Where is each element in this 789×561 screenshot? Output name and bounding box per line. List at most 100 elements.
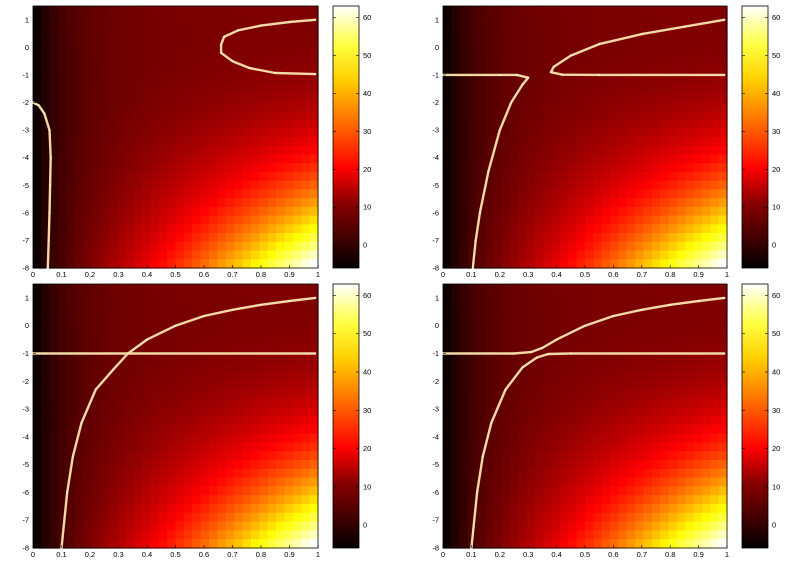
heatmap-cell bbox=[518, 224, 528, 234]
heatmap-cell bbox=[83, 416, 93, 426]
heatmap-cell bbox=[601, 224, 611, 234]
heatmap-cell bbox=[33, 530, 42, 540]
heatmap-cell bbox=[133, 215, 143, 225]
heatmap-cell bbox=[175, 154, 185, 164]
heatmap-cell bbox=[74, 389, 84, 399]
heatmap-cell bbox=[534, 486, 544, 496]
heatmap-cell bbox=[509, 416, 519, 426]
heatmap-cell bbox=[685, 189, 695, 199]
heatmap-cell bbox=[116, 23, 126, 33]
heatmap-cell bbox=[484, 442, 494, 452]
heatmap-cell bbox=[225, 319, 235, 329]
heatmap-cell bbox=[309, 389, 319, 399]
heatmap-cell bbox=[443, 259, 452, 269]
heatmap-cell bbox=[175, 259, 185, 269]
heatmap-cell bbox=[217, 310, 227, 320]
heatmap-cell bbox=[534, 75, 544, 86]
heatmap-cell bbox=[158, 233, 168, 243]
heatmap-cell bbox=[509, 460, 519, 470]
heatmap-cell bbox=[209, 363, 219, 373]
heatmap-cell bbox=[301, 67, 311, 77]
heatmap-cell bbox=[493, 233, 503, 243]
heatmap-cell bbox=[576, 163, 586, 173]
heatmap-cell bbox=[83, 32, 93, 42]
y-tick-label: -5 bbox=[432, 181, 439, 190]
heatmap-cell bbox=[668, 380, 678, 391]
heatmap-cell bbox=[459, 206, 469, 217]
heatmap-cell bbox=[183, 23, 193, 33]
heatmap-cell bbox=[660, 319, 670, 329]
heatmap-cell bbox=[601, 259, 611, 269]
heatmap-cell bbox=[100, 250, 110, 260]
heatmap-cell bbox=[33, 468, 42, 479]
heatmap-cell bbox=[309, 233, 319, 243]
heatmap-cell bbox=[183, 292, 193, 303]
heatmap-cell bbox=[518, 380, 528, 391]
heatmap-cell bbox=[301, 119, 311, 129]
heatmap-cell bbox=[267, 6, 277, 16]
heatmap-cell bbox=[33, 189, 42, 199]
heatmap-cell bbox=[676, 171, 686, 182]
heatmap-cell bbox=[33, 451, 42, 461]
heatmap-cell bbox=[158, 380, 168, 391]
heatmap-cell bbox=[167, 259, 177, 269]
heatmap-cell bbox=[585, 398, 594, 408]
heatmap-cell bbox=[292, 328, 302, 338]
heatmap-cell bbox=[718, 372, 728, 382]
heatmap-cell bbox=[267, 336, 277, 347]
heatmap-cell bbox=[33, 372, 42, 382]
heatmap-cell bbox=[141, 495, 151, 505]
heatmap-cell bbox=[58, 32, 68, 42]
heatmap-cell bbox=[242, 128, 252, 138]
heatmap-cell bbox=[141, 451, 151, 461]
heatmap-cell bbox=[209, 398, 219, 408]
heatmap-cell bbox=[651, 84, 661, 94]
heatmap-cell bbox=[651, 93, 661, 103]
heatmap-cell bbox=[459, 67, 469, 77]
heatmap-cell bbox=[250, 6, 260, 16]
heatmap-cell bbox=[610, 319, 620, 329]
heatmap-cell bbox=[200, 451, 210, 461]
heatmap-cell bbox=[476, 128, 486, 138]
heatmap-cell bbox=[610, 180, 620, 190]
heatmap-cell bbox=[718, 416, 728, 426]
heatmap-cell bbox=[209, 180, 219, 190]
heatmap-cell bbox=[543, 372, 553, 382]
heatmap-cell bbox=[116, 102, 126, 112]
heatmap-cell bbox=[668, 259, 678, 269]
heatmap-cell bbox=[217, 495, 227, 505]
heatmap-cell bbox=[468, 328, 478, 338]
heatmap-cell bbox=[693, 407, 703, 417]
heatmap-cell bbox=[451, 398, 461, 408]
heatmap-cell bbox=[493, 460, 503, 470]
heatmap-cell bbox=[217, 477, 227, 487]
heatmap-cell bbox=[643, 154, 653, 164]
heatmap-cell bbox=[593, 336, 603, 347]
heatmap-cell bbox=[209, 319, 219, 329]
heatmap-cell bbox=[476, 110, 486, 121]
heatmap-cell bbox=[116, 407, 126, 417]
heatmap-cell bbox=[559, 380, 569, 391]
heatmap-cell bbox=[242, 163, 252, 173]
heatmap-cell bbox=[276, 495, 286, 505]
heatmap-cell bbox=[526, 521, 536, 531]
heatmap-cell bbox=[568, 180, 578, 190]
heatmap-cell bbox=[200, 250, 210, 260]
heatmap-cell bbox=[476, 23, 486, 33]
heatmap-cell bbox=[58, 49, 68, 59]
heatmap-cell bbox=[116, 259, 126, 269]
heatmap-cell bbox=[635, 145, 645, 156]
heatmap-cell bbox=[225, 233, 235, 243]
heatmap-cell bbox=[651, 416, 661, 426]
heatmap bbox=[33, 6, 319, 269]
heatmap-cell bbox=[593, 224, 603, 234]
heatmap-cell bbox=[217, 512, 227, 523]
heatmap-cell bbox=[635, 433, 645, 443]
heatmap-cell bbox=[493, 241, 503, 252]
heatmap-cell bbox=[41, 354, 51, 364]
heatmap-cell bbox=[585, 58, 594, 68]
heatmap-cell bbox=[141, 233, 151, 243]
heatmap-cell bbox=[301, 102, 311, 112]
heatmap-cell bbox=[49, 198, 59, 208]
heatmap-cell bbox=[501, 198, 511, 208]
